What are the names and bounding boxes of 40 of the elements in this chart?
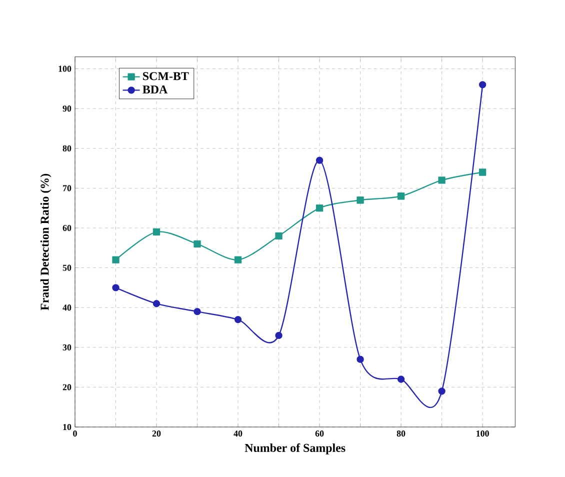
point (152, 300, 160, 308)
point (194, 308, 201, 316)
y-tick-label: 90 (62, 106, 72, 112)
legend-label: SCM-BT (143, 72, 189, 80)
y-tick-label: 30 (62, 344, 72, 350)
point (234, 316, 242, 324)
point (316, 156, 324, 164)
point (112, 284, 120, 292)
legend-label: BDA (142, 86, 168, 94)
y-tick-label: 50 (62, 264, 72, 271)
x-axis-title: Number of Samples (244, 443, 346, 454)
point (234, 256, 242, 264)
y-tick-label: 80 (62, 145, 72, 152)
x-tick-label: 0 (73, 430, 77, 437)
y-axis-title: Fraud Detection Ratio (%) (40, 174, 52, 310)
point (112, 256, 120, 264)
y-tick-label: 100 (58, 66, 72, 72)
x-tick-label: 20 (152, 430, 161, 437)
point (438, 388, 446, 395)
y-tick-label: 70 (63, 185, 72, 192)
x-tick-label: 40 (234, 430, 242, 437)
x-tick-label: 60 (315, 430, 324, 437)
point (275, 332, 282, 340)
x-tick-label: 100 (476, 430, 489, 437)
y-tick-label: 40 (62, 304, 72, 311)
x-tick-label: 80 (396, 430, 406, 437)
point (397, 376, 405, 383)
point (194, 240, 201, 248)
y-tick-label: 10 (63, 424, 72, 430)
point (397, 192, 405, 200)
point (356, 196, 364, 204)
y-tick-label: 60 (62, 224, 72, 232)
y-tick-label: 20 (62, 384, 72, 390)
point (478, 168, 486, 176)
point (438, 176, 446, 184)
point (356, 356, 364, 363)
point (152, 228, 160, 236)
point (478, 81, 486, 88)
point (275, 232, 282, 240)
point (316, 204, 324, 212)
